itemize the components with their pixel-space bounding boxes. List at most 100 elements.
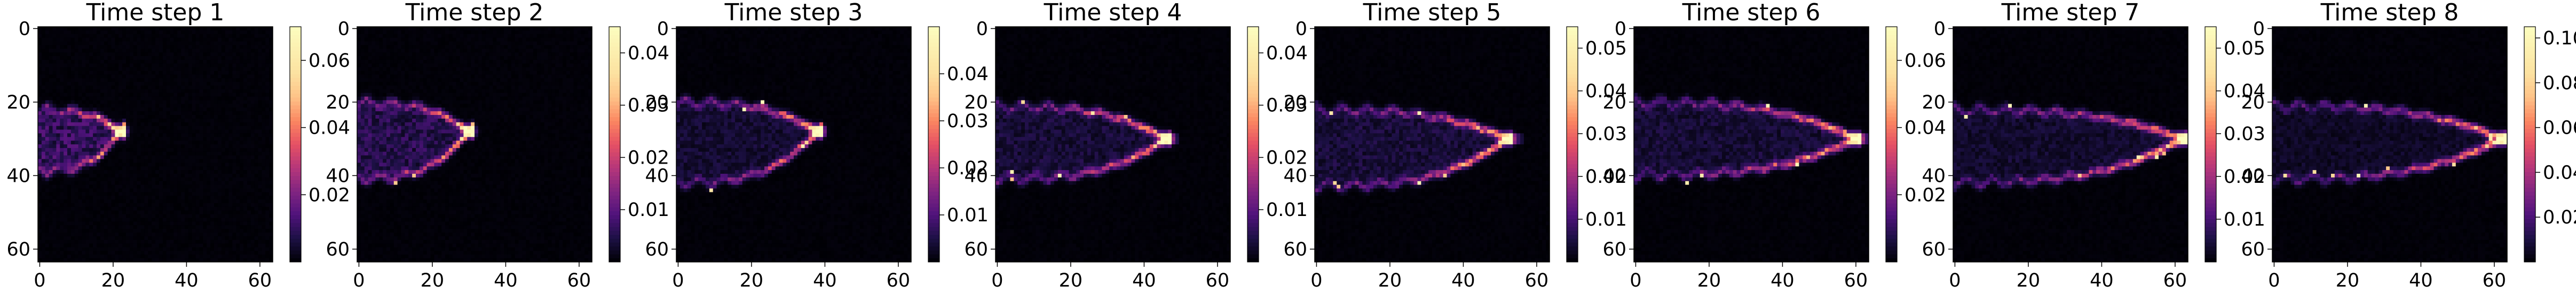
heatmap-cell [254, 45, 258, 49]
heatmap-cell [217, 118, 222, 123]
heatmap-cell [70, 27, 75, 31]
heatmap-cell [397, 49, 401, 53]
heatmap-cell [89, 221, 93, 226]
heatmap-cell [250, 203, 255, 207]
heatmap-cell [199, 188, 203, 192]
heatmap-cell [254, 233, 258, 237]
heatmap-cell [265, 170, 270, 174]
heatmap-cell [199, 151, 203, 156]
heatmap-cell [111, 41, 115, 45]
heatmap-cell [247, 229, 251, 233]
heatmap-cell [93, 229, 97, 233]
heatmap-cell [408, 71, 413, 75]
heatmap-cell [577, 27, 581, 31]
heatmap-cell [203, 225, 207, 229]
heatmap-cell [232, 141, 236, 145]
heatmap-cell [56, 188, 60, 192]
heatmap-cell [203, 96, 207, 101]
heatmap-cell [221, 192, 226, 196]
heatmap-cell [49, 240, 53, 244]
heatmap-cell [104, 111, 108, 115]
heatmap-cell [471, 37, 475, 42]
heatmap-cell [471, 63, 475, 68]
heatmap-cell [269, 181, 273, 186]
heatmap-cell [52, 137, 57, 141]
heatmap-cell [60, 86, 64, 90]
heatmap-cell [104, 151, 108, 156]
heatmap-cell [70, 41, 75, 45]
heatmap-cell [173, 203, 178, 207]
heatmap-cell [166, 63, 170, 68]
heatmap-cell [126, 218, 130, 222]
colorbar-segment [290, 238, 301, 243]
heatmap-cell [52, 126, 57, 130]
heatmap-cell [504, 67, 508, 71]
heatmap-cell [221, 163, 226, 167]
heatmap-cell [166, 159, 170, 163]
heatmap-cell [254, 174, 258, 178]
heatmap-cell [207, 34, 211, 38]
heatmap-cell [240, 240, 244, 244]
heatmap-cell [507, 34, 512, 38]
heatmap-cell [85, 163, 90, 167]
heatmap-cell [192, 233, 196, 237]
heatmap-cell [504, 30, 508, 35]
heatmap-cell [401, 27, 405, 31]
heatmap-cell [107, 111, 112, 115]
heatmap-cell [228, 170, 233, 174]
heatmap-cell [265, 166, 270, 171]
heatmap-cell [133, 52, 138, 57]
heatmap-cell [555, 59, 559, 64]
heatmap-cell [515, 59, 519, 64]
heatmap-cell [386, 59, 391, 64]
heatmap-cell [97, 137, 101, 141]
heatmap-cell [155, 78, 160, 82]
heatmap-cell [533, 52, 538, 57]
heatmap-cell [49, 52, 53, 57]
heatmap-cell [232, 210, 236, 215]
heatmap-cell [45, 170, 50, 174]
heatmap-cell [559, 41, 563, 45]
heatmap-cell [56, 78, 60, 82]
heatmap-cell [434, 52, 438, 57]
heatmap-cell [232, 89, 236, 94]
heatmap-cell [152, 78, 156, 82]
heatmap-cell [214, 184, 218, 189]
heatmap-cell [221, 111, 226, 115]
heatmap-cell [159, 236, 163, 241]
heatmap-cell [448, 27, 453, 31]
heatmap-cell [240, 181, 244, 186]
heatmap-cell [269, 129, 273, 134]
heatmap-cell [228, 254, 233, 259]
heatmap-cell [372, 63, 376, 68]
heatmap-cell [588, 45, 592, 49]
heatmap-cell [60, 218, 64, 222]
heatmap-cell [122, 214, 127, 218]
heatmap-cell [115, 210, 119, 215]
heatmap-cell [49, 214, 53, 218]
heatmap-cell [258, 188, 262, 192]
heatmap-cell [225, 96, 229, 101]
heatmap-cell [52, 166, 57, 171]
heatmap-cell [118, 59, 123, 64]
heatmap-cell [570, 45, 574, 49]
heatmap-cell [188, 115, 193, 119]
heatmap-cell [247, 247, 251, 251]
heatmap-cell [265, 236, 270, 241]
heatmap-cell [93, 159, 97, 163]
heatmap-cell [74, 133, 79, 137]
heatmap-cell [152, 218, 156, 222]
heatmap-cell [195, 155, 200, 159]
heatmap-cell [137, 148, 141, 152]
heatmap-cell [173, 236, 178, 241]
heatmap-cell [133, 59, 138, 64]
heatmap-cell [460, 45, 464, 49]
heatmap-cell [85, 92, 90, 97]
heatmap-cell [247, 27, 251, 31]
heatmap-cell [140, 129, 145, 134]
heatmap-cell [70, 181, 75, 186]
heatmap-cell [262, 159, 266, 163]
heatmap-cell [70, 71, 75, 75]
heatmap-cell [372, 49, 376, 53]
heatmap-cell [159, 203, 163, 207]
